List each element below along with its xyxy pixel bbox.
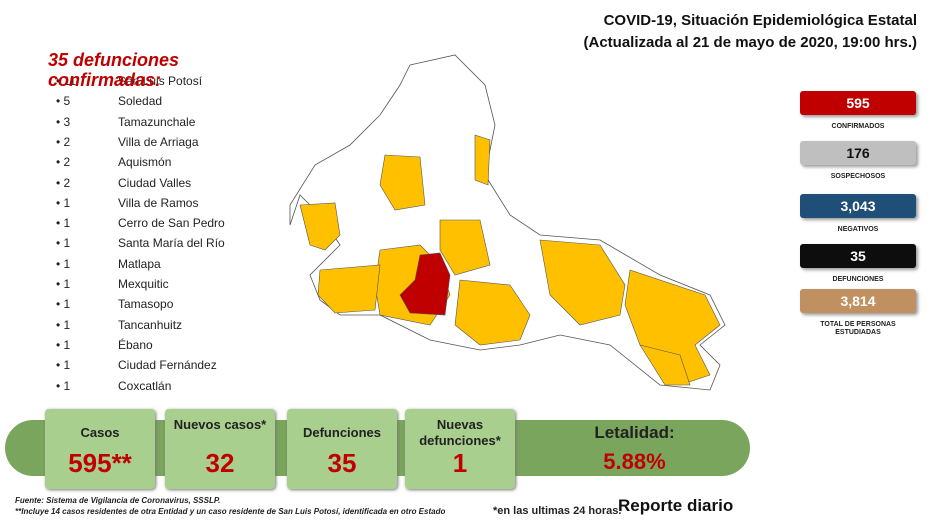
source: Fuente: Sistema de Vigilancia de Coronav… (15, 496, 221, 505)
death-count: 1 (56, 234, 96, 252)
death-count: 1 (56, 336, 96, 354)
summary-tab: Nuevos casos* 32 (165, 409, 275, 489)
death-count: 1 (56, 255, 96, 273)
municipality: Cerro de San Pedro (118, 216, 225, 231)
summary-tab: Casos 595** (45, 409, 155, 489)
stat-value: 595 (800, 91, 916, 115)
summary-value: 32 (205, 448, 235, 478)
note-2: *en las ultimas 24 horas. (493, 505, 622, 517)
summary-label: Casos (80, 425, 120, 440)
summary-tab: Letalidad: 5.88% (522, 409, 747, 489)
stat-value: 176 (800, 141, 916, 165)
summary-tab: Nuevas defunciones* 1 (405, 409, 515, 489)
deaths-title: 35 defunciones confirmadas: (48, 50, 180, 90)
stat-value: 3,814 (800, 289, 916, 313)
summary-label: Defunciones (302, 425, 381, 440)
summary-value: 5.88% (603, 449, 666, 474)
death-count: 2 (56, 153, 96, 171)
municipality: Ébano (118, 337, 153, 352)
death-count: 5 (56, 92, 96, 110)
summary-value: 1 (452, 448, 468, 478)
summary-label: Nuevas defunciones* (419, 417, 501, 448)
stat-value: 35 (800, 244, 916, 268)
municipality: Villa de Ramos (118, 195, 199, 210)
death-count: 2 (56, 133, 96, 151)
stat-label: SOSPECHOSOS (830, 173, 886, 180)
stat-value: 3,043 (800, 194, 916, 218)
report: Reporte diario (618, 496, 734, 515)
municipality: Santa María del Río (118, 236, 225, 251)
death-count: 1 (56, 214, 96, 232)
municipality: Ciudad Fernández (118, 358, 217, 373)
municipality: Mexquitic (118, 277, 169, 291)
municipality: Tamazunchale (118, 114, 196, 129)
death-count: 2 (56, 174, 96, 192)
summary-label: Letalidad: (594, 423, 675, 442)
municipality: Villa de Arriaga (118, 134, 199, 149)
summary-tab: Defunciones 35 (287, 409, 397, 489)
map (289, 54, 726, 391)
summary-label: Nuevos casos* (173, 417, 267, 432)
death-count: 1 (56, 275, 96, 293)
municipality: Coxcatlán (118, 378, 172, 393)
title-block: COVID-19, Situación Epidemiológica Estat… (584, 10, 918, 54)
death-count: 1 (56, 377, 96, 395)
municipality: Tamasopo (118, 297, 174, 312)
municipality: Matlapa (118, 256, 161, 271)
death-count: 1 (56, 316, 96, 334)
death-count: 1 (56, 194, 96, 212)
stat-label: NEGATIVOS (837, 226, 879, 233)
stat-label: DEFUNCIONES (832, 276, 884, 283)
death-count: 1 (56, 356, 96, 374)
subtitle: (Actualizada al 21 de mayo de 2020, 19:0… (583, 34, 918, 51)
death-count: 3 (56, 113, 96, 131)
note: **Incluye 14 casos residentes de otra En… (15, 507, 446, 516)
summary-value: 595** (68, 448, 132, 478)
stat-label: CONFIRMADOS (831, 123, 885, 130)
death-count: 11 (56, 72, 96, 90)
municipality: San Luis Potosí (118, 74, 203, 88)
municipality: Soledad (118, 94, 163, 109)
municipality: Ciudad Valles (118, 175, 192, 190)
death-count: 1 (56, 295, 96, 313)
municipality: Tancanhuitz (118, 317, 183, 332)
municipality: Aquismón (118, 155, 172, 170)
title: COVID-19, Situación Epidemiológica Estat… (603, 12, 917, 29)
summary-value: 35 (327, 448, 357, 478)
stat-label: TOTAL DE PERSONAS ESTUDIADAS (820, 321, 896, 336)
